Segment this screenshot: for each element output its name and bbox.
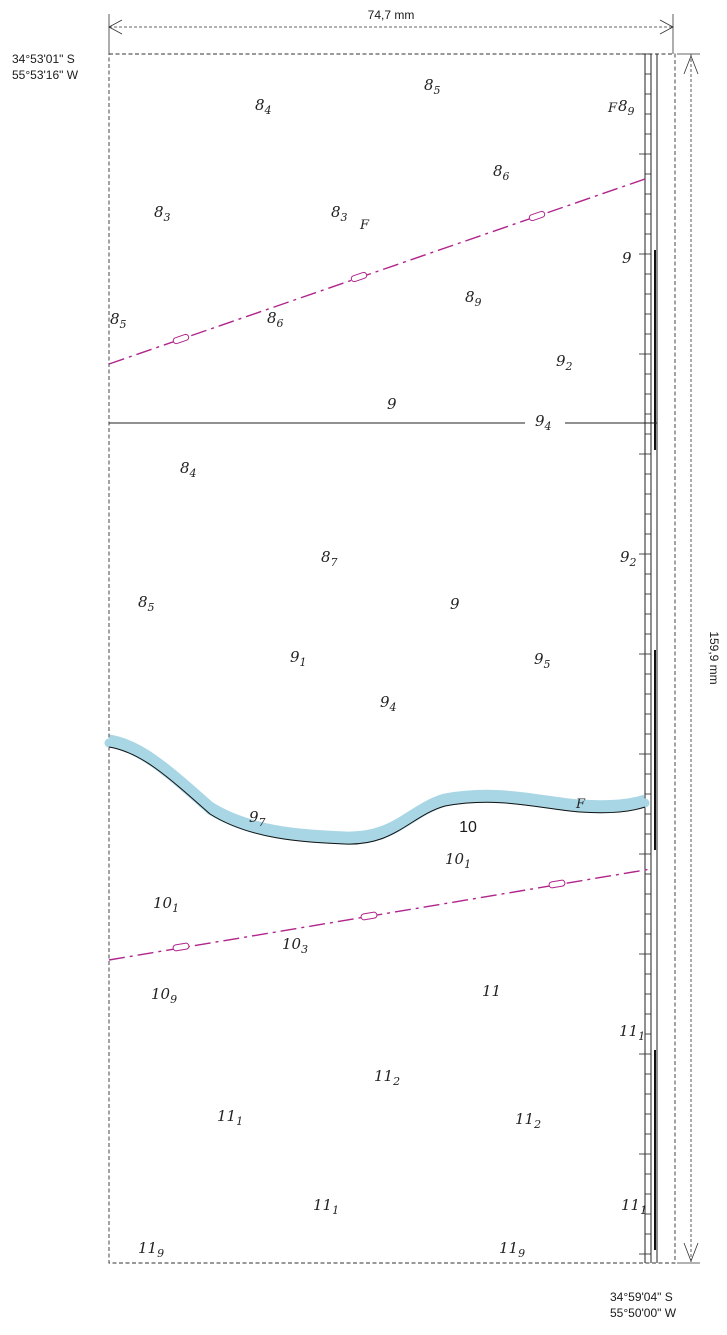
top-left-longitude: 55°53'16" W <box>12 68 79 82</box>
submarine-cable-south <box>108 868 652 961</box>
sounding: 111 <box>217 1107 243 1128</box>
sounding: 85 <box>138 593 155 614</box>
bottom-mark: F <box>575 797 586 812</box>
sounding: 86 <box>267 309 284 330</box>
sounding: 111 <box>619 1022 645 1043</box>
soundings-layer: 84 85 89 86 83 83 9 85 86 89 92 9 94 84 … <box>110 76 647 1260</box>
sounding: 109 <box>151 985 177 1006</box>
contour-label: 10 <box>459 819 477 836</box>
height-dimension: 159,9 mm <box>677 53 721 1264</box>
top-left-latitude: 34°53'01" S <box>12 52 75 66</box>
sounding: 83 <box>154 203 171 224</box>
depth-contour-10m: 10 <box>104 734 650 845</box>
sounding: 95 <box>534 650 551 671</box>
sounding: 119 <box>499 1239 525 1260</box>
sounding: 9 <box>450 595 460 613</box>
sounding: 84 <box>180 459 197 480</box>
bottom-right-longitude: 55°50'00" W <box>610 1306 677 1320</box>
sounding: 9 <box>622 249 632 267</box>
sounding: 112 <box>374 1067 400 1088</box>
submarine-cable-north <box>108 178 646 365</box>
sounding: 101 <box>153 894 179 915</box>
sounding: 86 <box>493 162 510 183</box>
sounding: 83 <box>331 203 348 224</box>
sounding: 92 <box>556 352 573 373</box>
sounding: 101 <box>445 850 471 871</box>
bottom-mark: F <box>359 218 370 233</box>
sounding: 89 <box>618 97 635 118</box>
sounding: 89 <box>465 288 482 309</box>
height-label: 159,9 mm <box>707 631 721 684</box>
sounding: 112 <box>515 1110 541 1131</box>
sounding: 91 <box>290 648 307 669</box>
sounding: 119 <box>138 1239 164 1260</box>
width-dimension: 74,7 mm <box>108 8 674 54</box>
sounding: 11 <box>482 982 501 1000</box>
sounding: 9 <box>387 395 397 413</box>
sounding: 92 <box>620 548 637 569</box>
scale-bar <box>639 53 658 1263</box>
bottom-mark: F <box>607 101 618 116</box>
sounding: 103 <box>282 935 308 956</box>
sounding: 84 <box>255 96 272 117</box>
sounding: 85 <box>424 76 441 97</box>
chart-border <box>108 53 676 1264</box>
sounding: 94 <box>535 412 552 433</box>
sounding: 97 <box>249 808 266 829</box>
bottom-right-latitude: 34°59'04" S <box>610 1290 673 1304</box>
sounding: 111 <box>621 1196 647 1217</box>
width-label: 74,7 mm <box>368 8 415 22</box>
sounding: 94 <box>380 693 397 714</box>
sounding: 111 <box>313 1196 339 1217</box>
sounding: 85 <box>110 310 127 331</box>
sounding: 87 <box>321 548 338 569</box>
